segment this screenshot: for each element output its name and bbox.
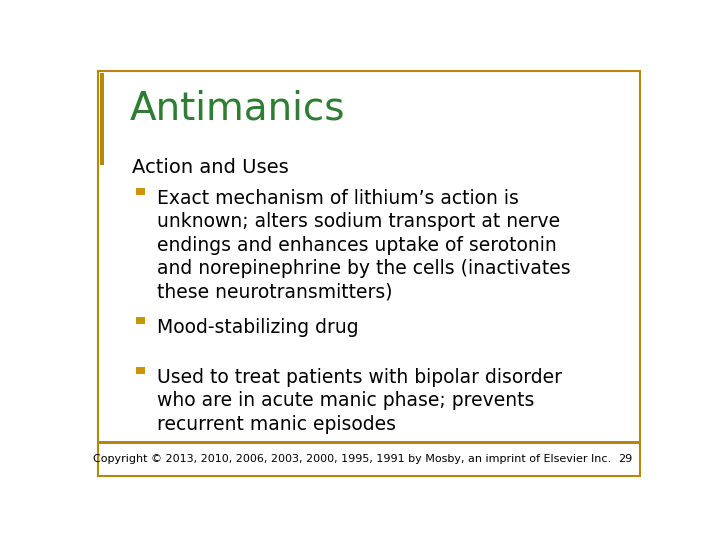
Text: Copyright © 2013, 2010, 2006, 2003, 2000, 1995, 1991 by Mosby, an imprint of Els: Copyright © 2013, 2010, 2006, 2003, 2000… [93, 454, 611, 464]
Bar [136, 367, 145, 374]
Bar [98, 441, 640, 444]
Text: Exact mechanism of lithium’s action is
unknown; alters sodium transport at nerve: Exact mechanism of lithium’s action is u… [157, 189, 570, 302]
Text: Antimanics: Antimanics [130, 90, 346, 127]
Text: 29: 29 [618, 454, 632, 464]
Bar [100, 73, 104, 165]
Bar [136, 188, 145, 195]
Text: Action and Uses: Action and Uses [132, 158, 289, 177]
Text: Mood-stabilizing drug: Mood-stabilizing drug [157, 318, 359, 337]
Bar [136, 317, 145, 324]
Text: Used to treat patients with bipolar disorder
who are in acute manic phase; preve: Used to treat patients with bipolar diso… [157, 368, 562, 434]
